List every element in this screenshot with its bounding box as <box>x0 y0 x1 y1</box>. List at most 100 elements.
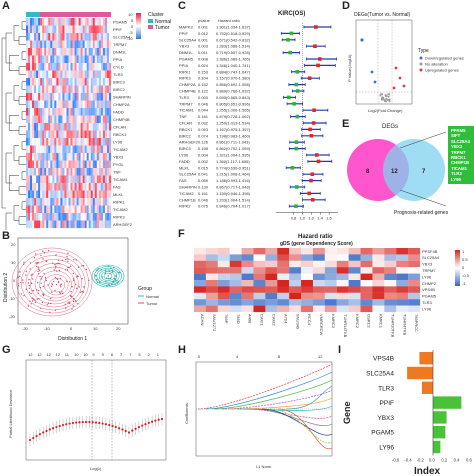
tumor-point <box>37 273 40 275</box>
heatmap-cell <box>42 85 45 94</box>
tumor-point <box>29 268 31 270</box>
tumor-point <box>47 284 49 286</box>
up-point <box>392 86 396 90</box>
heatmap-cell <box>40 55 43 64</box>
tumor-point <box>44 276 47 279</box>
gds-cell <box>301 260 314 268</box>
forest-gene-label: SHARPIN <box>179 185 197 190</box>
gds-col-label: VMRCRCW <box>319 314 324 336</box>
deviance-point <box>52 427 55 430</box>
heatmap-cell <box>100 138 103 146</box>
panel-label-g: G <box>2 344 11 356</box>
gds-cell <box>372 248 385 255</box>
heatmap-cell <box>32 138 35 146</box>
tumor-point <box>60 286 62 288</box>
heatmap-cell <box>60 85 63 94</box>
legend-noalt-dot <box>419 62 423 66</box>
heatmap-cell <box>108 78 112 86</box>
gds-cell <box>336 280 349 287</box>
heatmap-cell <box>52 18 55 26</box>
heatmap-cell <box>66 93 69 101</box>
heatmap-cell <box>104 93 108 101</box>
heatmap-cell <box>44 175 47 184</box>
heatmap-cell <box>88 25 91 34</box>
heatmap-cell <box>48 198 51 206</box>
heatmap-cell <box>26 85 29 94</box>
heatmap-cell <box>104 115 108 124</box>
heatmap-cell <box>56 205 59 214</box>
gds-cell <box>384 286 397 293</box>
top-tick: 12 <box>37 352 42 357</box>
tumor-point <box>17 283 19 285</box>
tumor-point <box>41 301 44 304</box>
heatmap-cell <box>58 70 61 79</box>
tumor-point <box>54 289 56 292</box>
forest-point <box>310 172 315 176</box>
heatmap-cell <box>68 168 71 176</box>
tumor-point <box>36 265 38 268</box>
heatmap-cell <box>52 175 55 184</box>
noalt-point <box>385 98 388 100</box>
heatmap-cell <box>66 18 69 26</box>
normal-point <box>107 277 110 280</box>
dendrogram-branch <box>18 216 26 225</box>
heatmap-cell <box>42 48 45 56</box>
heatmap-cell <box>54 138 57 146</box>
heatmap-cell <box>38 205 41 214</box>
gds-cell <box>265 254 278 261</box>
heatmap-cell <box>70 18 73 26</box>
heatmap-cell <box>32 168 35 176</box>
heatmap-cell <box>80 18 83 26</box>
panel-a-heatmap: PGAM5PPIFSLC25A4TRPM7DNM1LPPIACYLDTLR3BI… <box>1 12 171 230</box>
heatmap-cell <box>92 145 95 154</box>
heatmap-cell <box>48 40 51 49</box>
gds-cell <box>265 267 278 274</box>
heatmap-cell <box>54 115 57 124</box>
heatmap-cell <box>86 115 89 124</box>
noalt-point <box>388 100 391 103</box>
heatmap-cell <box>30 85 33 94</box>
heatmap-cell <box>76 78 79 86</box>
heatmap-cell <box>26 40 29 49</box>
overlap-gene: SLC25A4 <box>451 138 470 144</box>
heatmap-cell <box>82 138 85 146</box>
dendrogram-branch <box>1 37 6 209</box>
gds-row-label: LY96 <box>422 306 432 311</box>
gds-cell <box>194 299 206 306</box>
tumor-point <box>39 286 42 289</box>
heatmap-cell <box>54 18 57 26</box>
gds-cell <box>301 273 314 281</box>
gds-cell <box>348 299 361 306</box>
heatmap-cell <box>40 85 43 94</box>
heatmap-cell <box>100 123 103 131</box>
heatmap-cell <box>82 108 85 116</box>
forest-gene-label: CFLAR <box>179 121 192 126</box>
heatmap-cell <box>92 138 95 146</box>
heatmap-cell <box>46 33 49 41</box>
gds-col-label: KMRC2 <box>355 314 360 329</box>
heatmap-cell <box>52 40 55 49</box>
heatmap-cell <box>32 33 35 41</box>
heatmap-cell <box>58 100 61 109</box>
heatmap-cell <box>100 78 103 86</box>
overlap-gene: PPAM5 <box>451 128 466 133</box>
heatmap-cell <box>50 183 53 191</box>
heatmap-cell <box>100 190 103 199</box>
heatmap-cell <box>70 108 73 116</box>
heatmap-cell <box>66 198 69 206</box>
gds-cell <box>277 260 290 268</box>
heatmap-cell <box>106 100 110 109</box>
heatmap-cell <box>102 145 106 154</box>
heatmap-cell <box>104 100 108 109</box>
gene-label: MLKL <box>113 192 124 197</box>
heatmap-cell <box>104 205 108 214</box>
heatmap-cell <box>28 160 31 169</box>
heatmap-cell <box>104 123 108 131</box>
tumor-point <box>65 307 67 309</box>
deviance-curve <box>28 412 164 446</box>
heatmap-cell <box>60 93 63 101</box>
deviance-point <box>94 421 98 424</box>
heatmap-cell <box>58 175 61 184</box>
gds-cell <box>265 260 278 268</box>
normal-contour <box>91 264 125 288</box>
